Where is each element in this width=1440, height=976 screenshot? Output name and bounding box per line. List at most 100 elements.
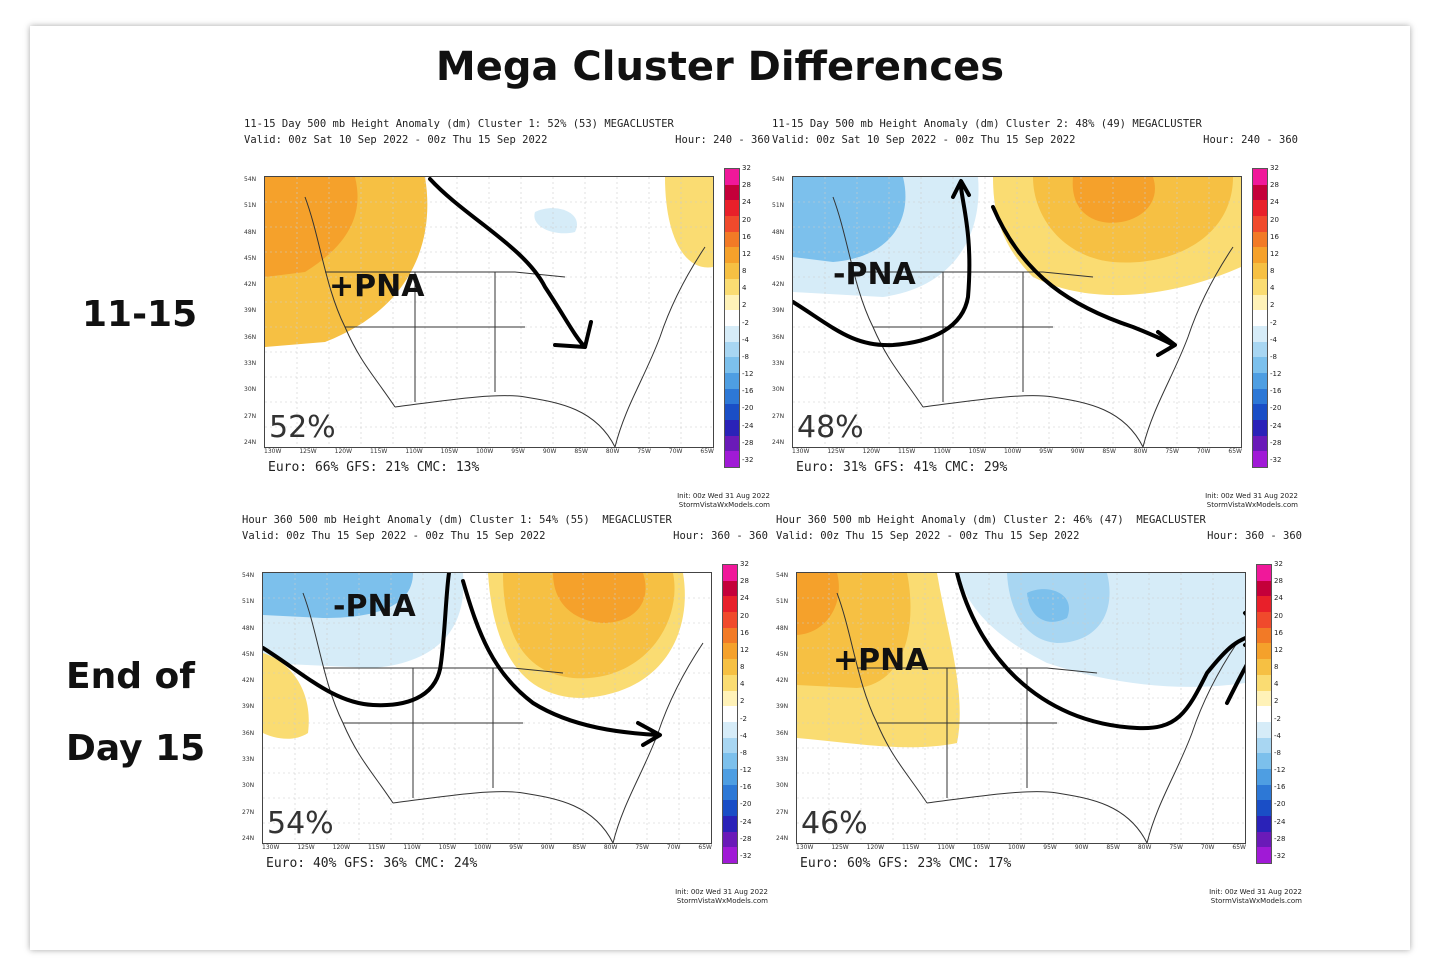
longitude-label: 80W [1133, 448, 1148, 455]
colorbar-swatch [1253, 357, 1267, 373]
longitude-label: 125W [297, 844, 315, 851]
longitude-label: 75W [1165, 448, 1179, 455]
latitude-label: 48N [244, 228, 257, 236]
model-breakdown: Euro: 66% GFS: 21% CMC: 13% [268, 460, 480, 475]
latitude-label: 54N [244, 176, 257, 183]
map-area: +PNA 52% [264, 176, 714, 448]
longitude-label: 100W [475, 448, 494, 455]
latitude-labels: 54N 51N 48N 45N 42N 39N 36N 33N 30N 27N 24N [242, 572, 262, 842]
longitude-label: 125W [299, 448, 317, 455]
colorbar-swatch [725, 435, 739, 452]
colorbar-swatch [723, 768, 737, 785]
colorbar-label: -2 [1270, 318, 1277, 327]
longitude-label: 65W [1228, 448, 1242, 455]
colorbar-swatch [725, 357, 739, 373]
colorbar-swatch [1257, 706, 1271, 722]
longitude-label: 65W [698, 844, 712, 851]
latitude-label: 36N [772, 333, 785, 341]
latitude-label: 36N [244, 333, 257, 341]
latitude-label: 39N [242, 703, 255, 711]
panel-header-valid: Valid: 00z Thu 15 Sep 2022 - 00z Thu 15 … [776, 530, 1080, 542]
colorbar-swatch [723, 800, 737, 816]
longitude-label: 130W [264, 448, 282, 455]
init-footer: Init: 00z Wed 31 Aug 2022 StormVistaWxMod… [675, 888, 768, 906]
colorbar-label: -2 [1274, 714, 1281, 723]
longitude-labels: 130W 125W 120W 115W 110W 105W 100W 95W 90W 85W 80W… [792, 448, 1242, 458]
source-site: StormVistaWxModels.com [1210, 897, 1302, 905]
longitude-label: 105W [440, 448, 459, 455]
latitude-label: 27N [242, 808, 255, 816]
longitude-label: 115W [901, 844, 920, 851]
panel-header-hour: Hour: 360 - 360 [1207, 530, 1302, 542]
longitude-label: 85W [574, 448, 588, 455]
anomaly-contour-fill [1072, 177, 1155, 223]
colorbar-label: -32 [742, 455, 754, 464]
latitude-label: 36N [776, 729, 789, 737]
longitude-label: 115W [897, 448, 916, 455]
colorbar-swatch [1253, 294, 1267, 311]
colorbar-label: -12 [742, 370, 754, 379]
colorbar-swatch [1253, 200, 1267, 217]
colorbar-label: -20 [1274, 800, 1286, 809]
longitude-label: 100W [1007, 844, 1026, 851]
longitude-label: 120W [332, 844, 351, 851]
colorbar-swatch [1257, 643, 1271, 660]
longitude-label: 90W [540, 844, 555, 851]
colorbar [1256, 564, 1272, 864]
colorbar-label: 28 [742, 181, 751, 190]
colorbar-swatch [725, 200, 739, 217]
colorbar-swatch [725, 184, 739, 201]
init-time: Init: 00z Wed 31 Aug 2022 [1205, 492, 1298, 500]
colorbar-label: -16 [1270, 387, 1282, 396]
latitude-label: 39N [772, 307, 785, 315]
colorbar-swatch [1257, 847, 1271, 864]
latitude-labels: 54N 51N 48N 45N 42N 39N 36N 33N 30N 27N 24N [244, 176, 264, 446]
colorbar-swatch [1257, 721, 1271, 738]
slide-title: Mega Cluster Differences [435, 44, 1005, 90]
colorbar-label: 20 [1270, 215, 1279, 224]
model-breakdown: Euro: 60% GFS: 23% CMC: 17% [800, 856, 1012, 871]
longitude-label: 85W [1102, 448, 1116, 455]
longitude-label: 95W [1043, 844, 1057, 851]
colorbar-label: -16 [740, 783, 752, 792]
hand-drawn-jet-arrow [461, 579, 662, 747]
colorbar-swatch [1253, 310, 1267, 326]
colorbar-swatch [725, 341, 739, 358]
longitude-label: 100W [473, 844, 492, 851]
colorbar-swatch [1257, 800, 1271, 816]
panel-header-hour: Hour: 360 - 360 [673, 530, 768, 542]
latitude-label: 42N [242, 677, 255, 685]
colorbar-label: 8 [1274, 663, 1279, 672]
pna-annotation: +PNA [329, 269, 425, 304]
longitude-label: 90W [1074, 844, 1089, 851]
colorbar-swatch [1253, 388, 1267, 405]
latitude-label: 51N [244, 202, 257, 210]
colorbar-label: 8 [740, 663, 745, 672]
colorbar-label: -20 [742, 404, 754, 413]
colorbar-swatch [1253, 325, 1267, 342]
colorbar-label: 16 [1270, 232, 1279, 241]
colorbar-swatch [1253, 404, 1267, 420]
latitude-label: 54N [772, 176, 785, 183]
latitude-label: 33N [244, 360, 257, 368]
colorbar-label: 32 [1274, 560, 1283, 568]
latitude-label: 24N [242, 834, 255, 842]
anomaly-contour-fill [797, 573, 839, 635]
longitude-label: 85W [1106, 844, 1120, 851]
panel-header-title: Hour 360 500 mb Height Anomaly (dm) Clus… [242, 514, 672, 526]
latitude-label: 42N [772, 281, 785, 289]
colorbar-swatch [725, 247, 739, 264]
longitude-label: 105W [968, 448, 987, 455]
longitude-label: 100W [1003, 448, 1022, 455]
longitude-labels: 130W 125W 120W 115W 110W 105W 100W 95W 90W 85W 80W… [264, 448, 714, 458]
colorbar [724, 168, 740, 468]
colorbar-swatch [1253, 341, 1267, 358]
coastline-and-borders [304, 196, 706, 447]
colorbar-swatch [723, 784, 737, 801]
colorbar-label: 4 [1274, 680, 1279, 689]
colorbar-swatch [1253, 169, 1267, 185]
longitude-label: 130W [262, 844, 280, 851]
colorbar-label: -24 [1274, 817, 1286, 826]
colorbar-label: 32 [1270, 164, 1279, 172]
panel-header-hour: Hour: 240 - 360 [1203, 134, 1298, 146]
